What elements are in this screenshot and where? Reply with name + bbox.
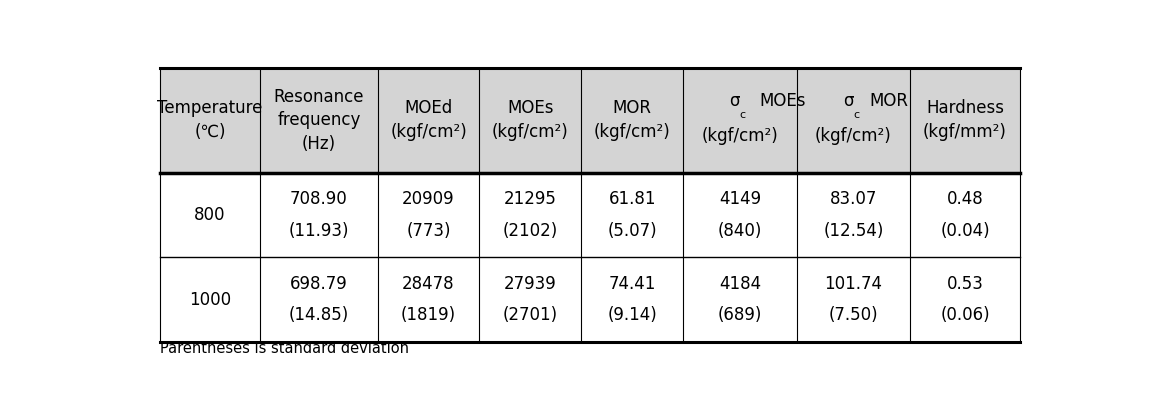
Text: (2102): (2102): [503, 221, 558, 240]
Text: Parentheses is standard deviation: Parentheses is standard deviation: [160, 341, 409, 356]
Text: MOEs
(kgf/cm²): MOEs (kgf/cm²): [491, 99, 569, 141]
Text: (7.50): (7.50): [829, 306, 878, 324]
Text: 21295: 21295: [504, 190, 557, 208]
Text: 20909: 20909: [402, 190, 455, 208]
Text: (840): (840): [718, 221, 762, 240]
Text: MOR: MOR: [869, 92, 908, 110]
Text: (1819): (1819): [401, 306, 456, 324]
Bar: [160, 68, 1020, 173]
Text: 708.90: 708.90: [290, 190, 348, 208]
Text: (0.04): (0.04): [940, 221, 990, 240]
Text: c: c: [740, 110, 746, 120]
Text: 101.74: 101.74: [824, 275, 883, 293]
Text: 1000: 1000: [189, 291, 231, 309]
Text: 83.07: 83.07: [830, 190, 877, 208]
Text: (0.06): (0.06): [940, 306, 990, 324]
Text: (2701): (2701): [503, 306, 558, 324]
Text: 800: 800: [195, 206, 226, 224]
Text: (773): (773): [406, 221, 451, 240]
Text: MOEs: MOEs: [760, 92, 806, 110]
Text: (12.54): (12.54): [823, 221, 884, 240]
Text: (5.07): (5.07): [608, 221, 657, 240]
Text: (kgf/cm²): (kgf/cm²): [701, 127, 778, 144]
Text: 4149: 4149: [719, 190, 761, 208]
Text: 0.53: 0.53: [946, 275, 983, 293]
Text: 61.81: 61.81: [609, 190, 656, 208]
Text: Resonance
frequency
(Hz): Resonance frequency (Hz): [274, 88, 364, 153]
Text: 28478: 28478: [402, 275, 455, 293]
Text: (9.14): (9.14): [608, 306, 657, 324]
Text: 4184: 4184: [719, 275, 761, 293]
Text: MOR
(kgf/cm²): MOR (kgf/cm²): [594, 99, 671, 141]
Text: 0.48: 0.48: [946, 190, 983, 208]
Text: (14.85): (14.85): [289, 306, 349, 324]
Text: σ: σ: [730, 92, 740, 110]
Text: 698.79: 698.79: [290, 275, 348, 293]
Text: Hardness
(kgf/mm²): Hardness (kgf/mm²): [923, 99, 1007, 141]
Text: Temperature
(℃): Temperature (℃): [158, 99, 262, 141]
Text: σ: σ: [843, 92, 853, 110]
Text: 27939: 27939: [504, 275, 557, 293]
Text: MOEd
(kgf/cm²): MOEd (kgf/cm²): [390, 99, 467, 141]
Text: (689): (689): [718, 306, 762, 324]
Text: c: c: [853, 110, 860, 120]
Text: 74.41: 74.41: [609, 275, 656, 293]
Text: (kgf/cm²): (kgf/cm²): [815, 127, 892, 144]
Text: (11.93): (11.93): [289, 221, 349, 240]
